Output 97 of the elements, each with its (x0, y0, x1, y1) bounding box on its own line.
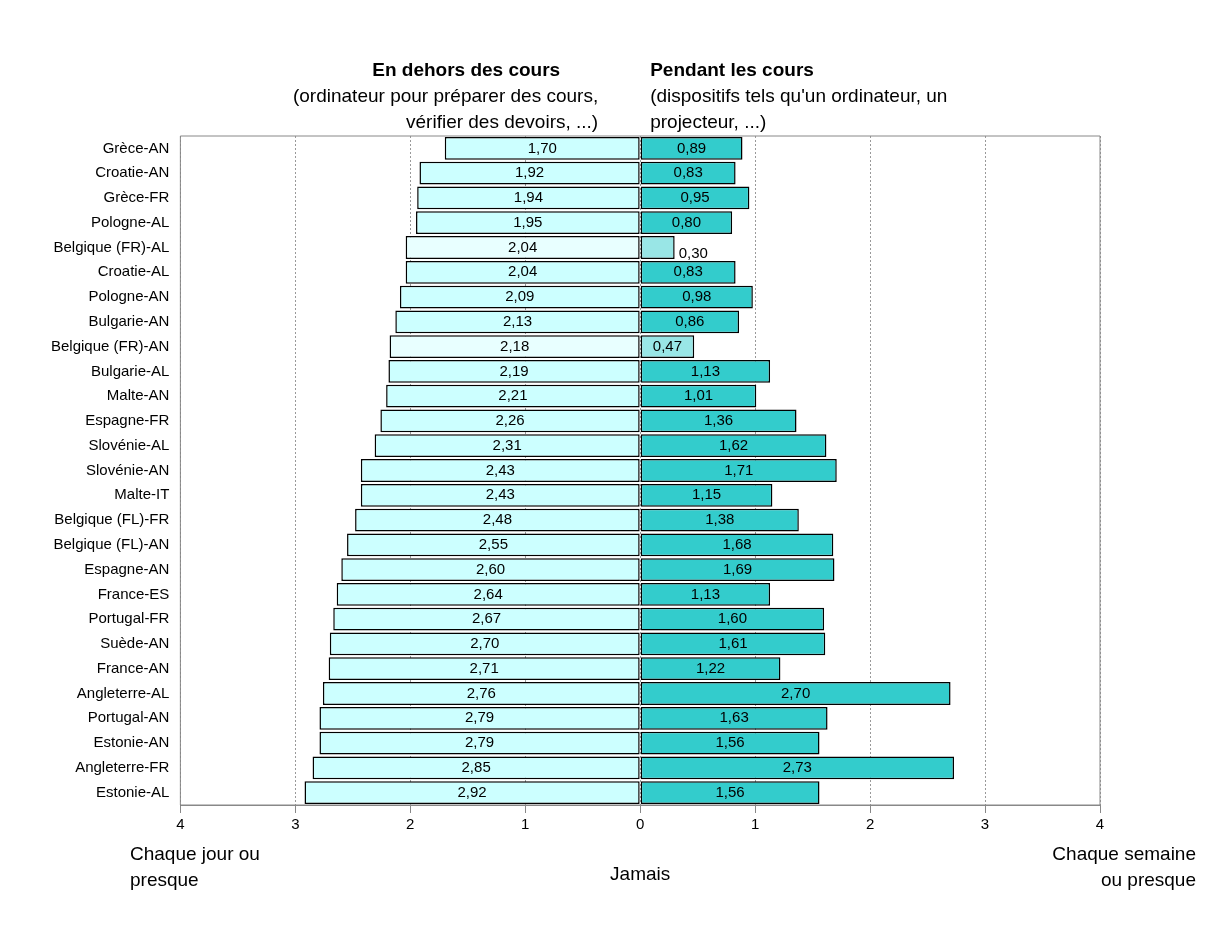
data-label: 0,83 (673, 163, 703, 181)
data-label: 2,70 (470, 634, 500, 652)
y-tick-label: Belgique (FL)-FR (54, 510, 170, 528)
data-label: 0,98 (682, 287, 712, 305)
data-label: 2,85 (461, 757, 491, 775)
data-label: 0,86 (675, 311, 705, 329)
y-tick-label: Grèce-FR (103, 188, 170, 206)
data-label: 0,89 (676, 138, 707, 156)
y-tick-label: Angleterre-FR (75, 757, 170, 775)
data-label: 1,36 (704, 411, 734, 429)
text: En dehors des cours (372, 59, 561, 80)
y-tick-label: Angleterre-AL (76, 683, 170, 701)
data-label: 1,01 (683, 386, 714, 404)
data-label: 2,04 (508, 237, 538, 255)
y-tick-label: Espagne-FR (85, 411, 170, 429)
y-tick-label: Malte-IT (114, 485, 170, 503)
data-label: 1,15 (691, 485, 722, 503)
data-label: 1,56 (715, 733, 745, 751)
y-tick-label: Belgique (FR)-AN (50, 336, 170, 354)
data-label: 0,83 (673, 262, 703, 280)
x-tick-label: 0 (636, 815, 645, 833)
data-label: 2,09 (505, 287, 535, 305)
y-tick-label: Croatie-AN (95, 163, 170, 181)
x-tick-label: 1 (521, 815, 530, 833)
x-tick-label: 4 (1095, 815, 1105, 833)
data-label: 1,22 (695, 658, 726, 676)
text: (dispositifs tels qu'un ordinateur, un projecteur, ...) (650, 85, 948, 132)
data-label: 1,63 (719, 708, 749, 726)
data-label: 1,71 (724, 460, 754, 478)
y-tick-label: Slovénie-AL (88, 435, 170, 453)
y-tick-label: Belgique (FR)-AL (53, 237, 170, 255)
data-label: 2,70 (781, 683, 811, 701)
y-tick-label: Grèce-AN (102, 138, 170, 156)
data-label: 2,43 (485, 485, 515, 503)
y-tick-label: Pologne-AN (88, 287, 170, 305)
text: Jamais (610, 863, 671, 884)
data-label: 1,70 (527, 138, 557, 156)
data-label: 1,38 (705, 510, 735, 528)
data-label: 1,56 (715, 782, 745, 800)
data-label: 2,71 (469, 658, 499, 676)
data-label: 2,79 (464, 733, 495, 751)
data-label: 1,92 (514, 163, 545, 181)
data-label: 2,64 (473, 584, 503, 602)
y-tick-label: Espagne-AN (84, 559, 170, 577)
data-label: 2,48 (482, 510, 512, 528)
data-label: 2,76 (466, 683, 496, 701)
data-label: 2,43 (485, 460, 515, 478)
data-label: 2,92 (457, 782, 487, 800)
y-tick-label: Malte-AN (106, 386, 170, 404)
data-label: 2,31 (492, 435, 522, 453)
data-label: 2,55 (478, 534, 508, 552)
data-label: 2,21 (498, 386, 528, 404)
y-tick-label: Croatie-AL (97, 262, 170, 280)
data-label: 1,61 (718, 634, 748, 652)
y-tick-label: Slovénie-AN (85, 460, 170, 478)
data-label: 1,68 (722, 534, 752, 552)
data-label: 1,13 (690, 361, 720, 379)
x-tick-label: 3 (980, 815, 990, 833)
y-tick-label: Pologne-AL (90, 212, 170, 230)
text: (ordinateur pour préparer des cours, vérifier des devoirs, ...) (292, 85, 599, 132)
y-tick-label: France-ES (97, 584, 170, 602)
data-label: 2,13 (502, 311, 533, 329)
data-label: 0,47 (652, 336, 683, 354)
y-tick-label: Portugal-FR (88, 609, 170, 627)
y-tick-label: Estonie-AL (95, 782, 170, 800)
data-label: 2,18 (500, 336, 530, 354)
data-label: 1,13 (690, 584, 720, 602)
x-tick-label: 4 (176, 815, 185, 833)
y-tick-label: Belgique (FL)-AN (53, 534, 170, 552)
data-label: 1,69 (722, 559, 753, 577)
y-tick-label: Suède-AN (100, 634, 170, 652)
data-label: 2,79 (464, 708, 495, 726)
data-label: 1,60 (717, 609, 747, 627)
data-label: 1,62 (718, 435, 749, 453)
data-label: 2,26 (495, 411, 525, 429)
data-label: 2,73 (782, 757, 812, 775)
data-label: 0,95 (680, 188, 710, 206)
text: Chaque semaine ou presque (1052, 843, 1196, 890)
text: Pendant les cours (650, 59, 814, 80)
y-tick-label: Estonie-AN (93, 733, 170, 751)
y-tick-label: Bulgarie-AN (88, 311, 170, 329)
data-label: 1,94 (513, 188, 544, 206)
data-label: 0,80 (671, 212, 702, 230)
data-label: 2,19 (499, 361, 529, 379)
data-label: 2,60 (475, 559, 506, 577)
data-label: 2,04 (508, 262, 538, 280)
y-tick-label: Portugal-AN (87, 708, 170, 726)
data-label: 2,67 (471, 609, 502, 627)
x-tick-label: 2 (406, 815, 415, 833)
y-tick-label: France-AN (96, 658, 170, 676)
x-tick-label: 2 (865, 815, 875, 833)
x-tick-label: 3 (291, 815, 300, 833)
data-label: 0,30 (678, 243, 708, 261)
data-label: 1,95 (513, 212, 543, 230)
y-tick-label: Bulgarie-AL (90, 361, 170, 379)
text: Chaque jour ou presque (130, 843, 260, 890)
x-tick-label: 1 (750, 815, 760, 833)
